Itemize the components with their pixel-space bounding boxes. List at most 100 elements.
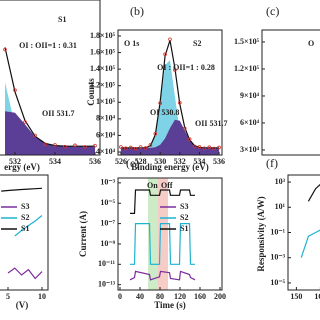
legend-label: S3	[21, 202, 29, 211]
y-tick-label: 10³	[275, 177, 286, 186]
legend-label: S3	[180, 202, 188, 211]
annotation: S1	[58, 15, 66, 24]
annotation: OI : OII=1 : 0.28	[157, 63, 215, 72]
data-point	[83, 145, 87, 149]
annotation: O 1s	[124, 39, 139, 48]
legend-label: S2	[21, 213, 29, 222]
annotation: On	[147, 181, 158, 190]
y-tick-label: 1×10⁵	[96, 97, 116, 106]
data-point	[182, 126, 187, 131]
y-tick-label: 10⁻¹¹	[98, 259, 116, 268]
y-tick-label: 1.6×10⁵	[90, 47, 116, 56]
x-tick-label: 200	[214, 292, 226, 301]
x-tick-label: 536	[89, 157, 101, 166]
x-tick-label: 0	[118, 292, 122, 301]
y-tick-label: 10⁻³	[100, 178, 115, 187]
y-tick-label: 3×10⁴	[240, 145, 260, 154]
annotation: OII 531.7	[42, 109, 74, 118]
y-tick-label: 9×10⁴	[240, 91, 260, 100]
y-tick-label: 10⁻⁵	[100, 198, 115, 207]
annotation: O	[308, 39, 314, 48]
y-tick-label: 10⁻¹	[270, 227, 285, 236]
plot-frame	[0, 174, 49, 291]
data-point	[53, 143, 57, 147]
panel-label: (c)	[266, 4, 279, 18]
data-point	[93, 143, 97, 148]
data-point	[3, 47, 7, 52]
annotation: OI : OII=1 : 0.31	[19, 41, 77, 50]
x-tick-label: 528	[135, 157, 147, 166]
y-tick-label: 10⁻⁹	[100, 239, 115, 248]
off-shading	[158, 178, 168, 290]
data-line	[307, 183, 320, 202]
data-point	[212, 146, 216, 151]
y-tick-label: 10⁻¹³	[98, 280, 116, 289]
peak-area	[5, 111, 95, 155]
x-axis-label: Time (s)	[154, 300, 186, 310]
y-tick-label: 1.5×10⁵	[234, 37, 260, 46]
y-tick-label: 10⁻⁷	[100, 218, 115, 227]
data-line	[7, 267, 43, 280]
y-tick-label: 10¹	[275, 202, 286, 211]
annotation: Off	[161, 181, 173, 190]
x-tick-label: 534	[193, 157, 205, 166]
data-point	[197, 145, 202, 149]
x-tick-label: 40	[136, 292, 144, 301]
y-axis-label: Responsivity (A/W)	[256, 196, 266, 271]
legend-label: S1	[21, 224, 29, 233]
x-tick-label: 150	[290, 292, 302, 301]
plot-frame	[0, 0, 101, 156]
x-tick-label: 120	[174, 292, 186, 301]
data-point	[13, 88, 17, 92]
plot-frame	[117, 177, 223, 291]
data-point	[119, 145, 123, 149]
data-line	[300, 229, 320, 258]
data-point	[158, 101, 162, 105]
x-tick-label: 532	[9, 157, 21, 166]
data-point	[207, 145, 212, 150]
y-tick-label: 4×10⁴	[96, 147, 116, 156]
data-point	[33, 133, 37, 138]
plot-frame	[261, 29, 320, 156]
peak-area	[120, 60, 220, 155]
data-line	[129, 270, 196, 281]
data-point	[217, 145, 221, 150]
x-axis-label: (V)	[16, 300, 29, 310]
x-tick-label: 532	[174, 157, 186, 166]
legend-label: S2	[180, 213, 188, 222]
y-tick-label: 1.8×10⁵	[90, 31, 116, 40]
y-tick-label: 6×10⁴	[240, 118, 260, 127]
y-tick-label: 8×10⁴	[96, 114, 116, 123]
y-axis-label: Current (A)	[78, 211, 88, 257]
x-tick-label: 534	[49, 157, 61, 166]
data-line	[14, 215, 43, 237]
on-shading	[148, 178, 158, 290]
legend-label: S1	[180, 224, 188, 233]
x-tick-label: 160	[314, 292, 320, 301]
data-line	[130, 223, 195, 265]
data-point	[124, 146, 128, 151]
data-line	[130, 189, 195, 214]
data-point	[43, 142, 47, 147]
data-line	[1, 187, 43, 192]
x-tick-label: 536	[213, 157, 225, 166]
data-line	[4, 47, 95, 147]
y-axis-label: Counts	[86, 78, 96, 106]
annotation: OI 530.8	[150, 108, 179, 117]
x-tick-label: 160	[194, 292, 206, 301]
data-point	[168, 37, 172, 42]
panel-label: (b)	[130, 4, 144, 18]
data-point	[153, 131, 158, 136]
data-point	[187, 137, 192, 141]
x-tick-label: 530	[154, 157, 166, 166]
annotation: OII 531.7	[195, 119, 227, 128]
data-point	[63, 144, 67, 149]
x-tick-label: 5	[6, 292, 10, 301]
y-tick-label: 10⁻³	[270, 253, 285, 262]
data-point	[148, 143, 153, 147]
y-tick-label: 1.2×10⁵	[90, 81, 116, 90]
y-tick-label: 6×10⁴	[96, 130, 116, 139]
x-tick-label: 10	[38, 292, 46, 301]
plot-frame	[117, 29, 223, 156]
